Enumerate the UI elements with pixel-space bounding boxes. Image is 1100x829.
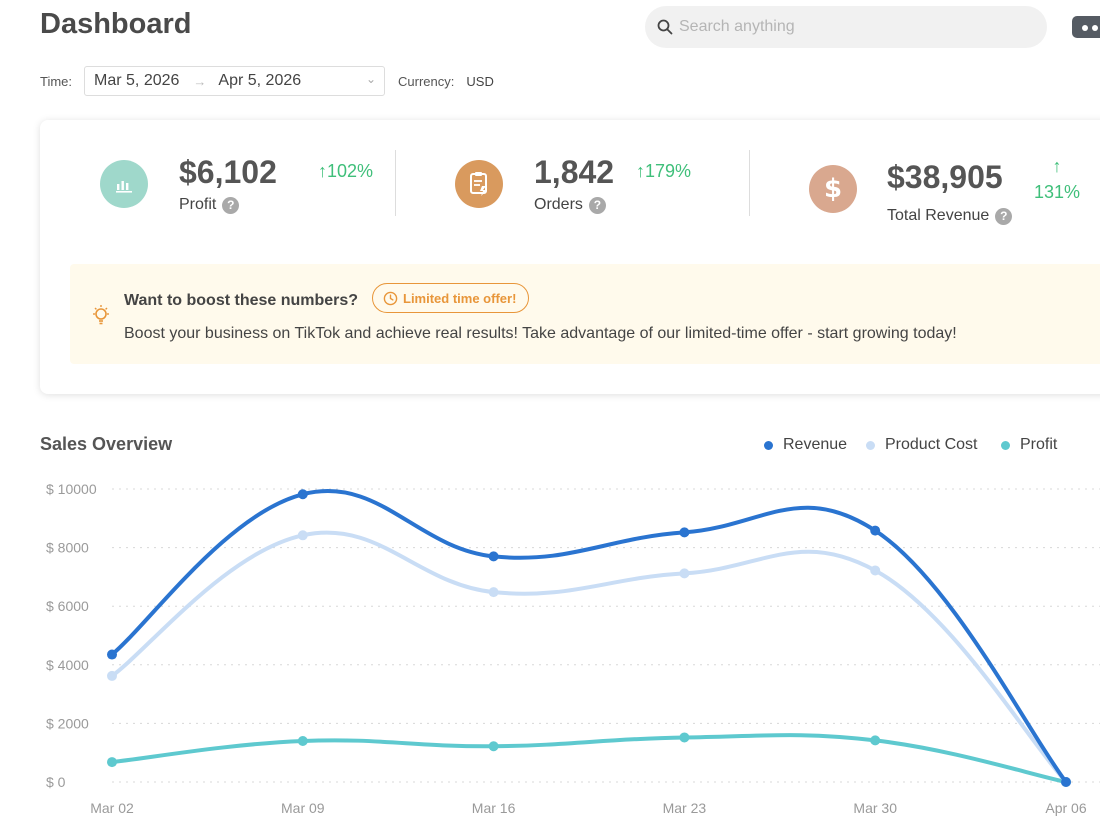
data-point-product-cost [870,565,881,576]
search-bar[interactable] [645,6,1047,48]
sales-overview-chart: $ 0 $ 2000 $ 4000 $ 6000 $ 8000 $ 10000 Mar 02… [46,481,1100,816]
y-tick-label: $ 0 [46,774,66,790]
kpi-label-text: Orders [534,196,583,213]
kpi-card: $6,102 Profit ? ↑102% 1,842 Orders ? ↑17… [40,120,1100,394]
currency-value[interactable]: USD [466,73,494,89]
currency-label: Currency: [398,73,455,89]
kpi-value-profit: $6,102 [179,154,277,190]
legend-dot [866,440,875,450]
kpi-label-text: Total Revenue [887,207,990,224]
legend-label: Revenue [783,436,848,453]
data-point-profit [870,735,881,746]
legend-dot [1001,440,1010,450]
series-line-profit [110,733,1068,784]
data-point-product-cost [488,587,499,598]
arrow-up-icon: ↑ [636,161,645,181]
data-point-revenue [870,525,881,536]
x-tick-label: Apr 06 [1045,800,1086,816]
divider [749,150,750,216]
help-icon[interactable]: ? [588,196,606,214]
x-tick-label: Mar 23 [663,800,707,816]
dollar-icon: $ [823,174,843,204]
series-line-revenue [110,488,1068,784]
legend-dot [764,440,773,450]
data-point-revenue [488,551,499,562]
help-icon[interactable]: ? [995,207,1013,225]
kpi-value-revenue: $38,905 [887,159,1003,195]
kpi-label-revenue: Total Revenue ? [887,207,1013,225]
delta-value: 102% [327,161,374,181]
arrow-up-icon: ↑ [318,161,327,181]
series-line-product-cost [110,530,1068,784]
data-point-revenue [679,527,690,538]
time-label: Time: [40,73,73,89]
data-point-product-cost [679,568,690,579]
date-end[interactable]: Apr 5, 2026 [218,72,302,89]
legend-revenue[interactable]: Revenue [764,436,847,454]
y-tick-label: $ 10000 [46,481,97,497]
kpi-value-orders: 1,842 [534,154,615,190]
delta-value: 131% [1034,182,1081,202]
help-icon[interactable]: ? [222,196,240,214]
data-point-product-cost [107,670,117,681]
kpi-icon-revenue: $ [809,165,857,213]
arrow-right-icon: → [193,73,207,89]
search-input[interactable] [679,18,1019,36]
data-point-revenue [1061,777,1071,787]
arrow-up-icon: ↑ [1052,156,1062,176]
legend-label: Product Cost [885,436,978,453]
filter-row: Time: Mar 5, 2026 → Apr 5, 2026 ⌄ Curren… [40,66,494,96]
data-point-profit [107,757,117,768]
chevron-down-icon: ⌄ [365,72,377,86]
y-tick-label: $ 4000 [46,657,89,673]
promo-banner: Want to boost these numbers? Limited tim… [70,264,1100,364]
delta-value: 179% [645,161,692,181]
data-point-revenue [297,489,308,500]
kpi-label-text: Profit [179,196,217,213]
date-range-picker[interactable]: Mar 5, 2026 → Apr 5, 2026 ⌄ [84,66,386,96]
bar-chart-icon [116,181,132,193]
data-point-profit [488,741,499,752]
kpi-icon-orders [455,160,503,208]
sales-overview-title: Sales Overview [40,434,173,454]
y-tick-label: $ 6000 [46,598,89,614]
search-icon [657,19,673,35]
page-title: Dashboard [40,8,192,40]
kpi-delta-profit: ↑102% [318,161,373,182]
clock-icon [383,291,398,305]
kpi-delta-orders: ↑179% [636,161,691,182]
badge-label: Limited time offer! [403,290,517,306]
limited-offer-badge[interactable]: Limited time offer! [372,283,530,313]
legend-profit[interactable]: Profit [1001,436,1057,454]
divider [395,150,396,216]
kpi-icon-profit [100,160,148,208]
x-tick-label: Mar 02 [90,800,134,816]
kpi-delta-revenue: ↑ 131% [1034,153,1080,205]
kpi-label-profit: Profit ? [179,196,240,214]
clipboard-icon [470,172,487,196]
promo-title: Want to boost these numbers? [124,292,359,309]
lightbulb-icon [93,305,109,325]
legend-label: Profit [1020,436,1058,453]
data-point-profit [297,735,308,746]
chat-icon[interactable] [1072,16,1100,38]
legend-product-cost[interactable]: Product Cost [866,436,977,454]
x-tick-label: Mar 09 [281,800,325,816]
x-tick-label: Mar 30 [853,800,897,816]
data-point-product-cost [297,530,308,541]
date-start[interactable]: Mar 5, 2026 [94,72,180,89]
y-tick-label: $ 2000 [46,715,89,731]
kpi-label-orders: Orders ? [534,196,606,214]
promo-text: Boost your business on TikTok and achiev… [124,325,957,342]
y-tick-label: $ 8000 [46,540,89,556]
data-point-revenue [107,649,117,660]
x-tick-label: Mar 16 [472,800,516,816]
data-point-profit [679,732,690,743]
